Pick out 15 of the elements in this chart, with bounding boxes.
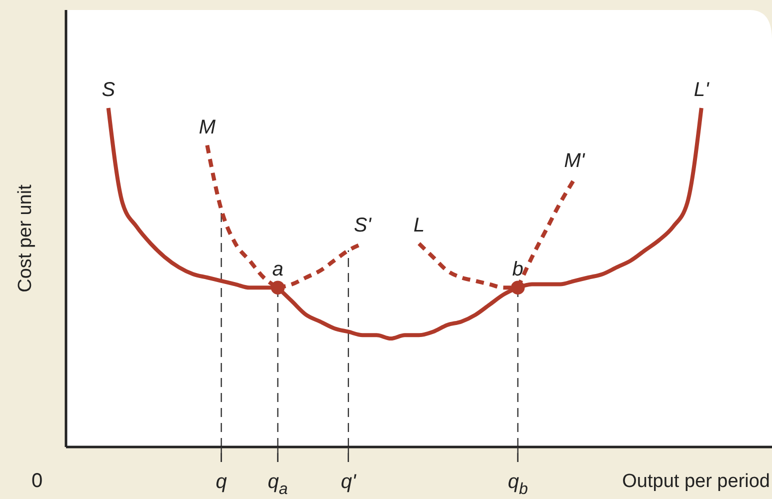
series-label: L — [413, 214, 425, 237]
x-tick-label: q$_{b}$ — [508, 471, 528, 498]
series-label: M — [198, 116, 216, 138]
series-label: a — [272, 258, 284, 281]
x-tick-label: q — [216, 471, 227, 493]
series-label: b — [512, 258, 524, 281]
text: 0 — [31, 470, 43, 492]
series-label: M' — [564, 150, 586, 172]
x-tick-label: q$_{a}$ — [268, 471, 288, 498]
x-tick-label: q' — [340, 471, 358, 493]
y-axis-title: Cost per unit — [15, 184, 36, 292]
series-label: L' — [694, 79, 710, 101]
x-axis-title: Output per period — [622, 471, 770, 492]
series-label: S' — [354, 214, 372, 237]
series-label: S — [102, 79, 116, 101]
